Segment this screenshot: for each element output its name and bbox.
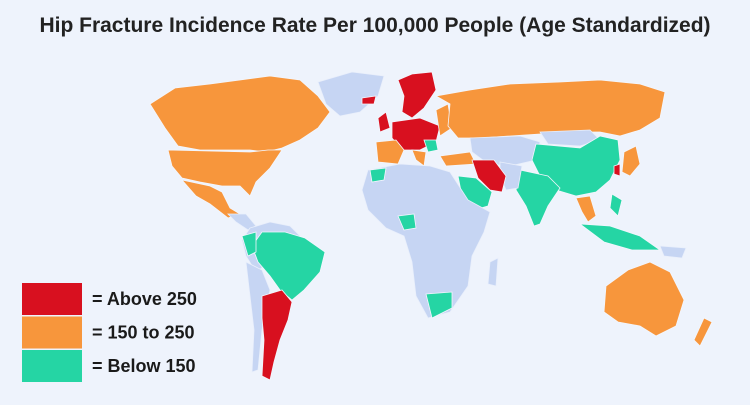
legend-label: = 150 to 250 bbox=[92, 322, 195, 342]
japan bbox=[621, 145, 641, 177]
legend-swatch bbox=[22, 316, 82, 349]
chile-peru bbox=[245, 261, 271, 373]
world-map bbox=[149, 71, 713, 381]
iceland bbox=[361, 95, 377, 105]
usa bbox=[167, 149, 283, 197]
south-africa bbox=[425, 291, 453, 319]
iran bbox=[471, 159, 507, 193]
australia bbox=[603, 261, 685, 337]
scandinavia bbox=[397, 71, 437, 119]
papua bbox=[659, 245, 687, 259]
canada bbox=[149, 75, 331, 153]
colombia bbox=[241, 231, 257, 257]
legend-swatch bbox=[22, 283, 82, 315]
argentina bbox=[261, 289, 293, 381]
africa bbox=[361, 163, 491, 319]
indonesia bbox=[578, 223, 662, 251]
madagascar bbox=[487, 257, 499, 287]
india bbox=[515, 169, 561, 227]
china bbox=[531, 135, 621, 197]
central-asia bbox=[469, 135, 541, 167]
taiwan-korea bbox=[613, 163, 621, 177]
iberia bbox=[375, 139, 405, 165]
legend-label: = Above 250 bbox=[92, 289, 197, 309]
russia bbox=[434, 79, 666, 139]
southeast-asia bbox=[575, 195, 597, 223]
nigeria bbox=[397, 213, 417, 231]
philippines bbox=[609, 193, 623, 217]
uk bbox=[377, 111, 391, 133]
morocco bbox=[369, 167, 387, 183]
legend: = Above 250 = 150 to 250 = Below 150 bbox=[22, 283, 197, 382]
legend-swatch bbox=[22, 350, 82, 382]
new-zealand bbox=[693, 317, 713, 347]
legend-label: = Below 150 bbox=[92, 356, 196, 376]
title: Hip Fracture Incidence Rate Per 100,000 … bbox=[39, 14, 710, 37]
brazil bbox=[251, 231, 326, 301]
balkans bbox=[423, 139, 439, 153]
